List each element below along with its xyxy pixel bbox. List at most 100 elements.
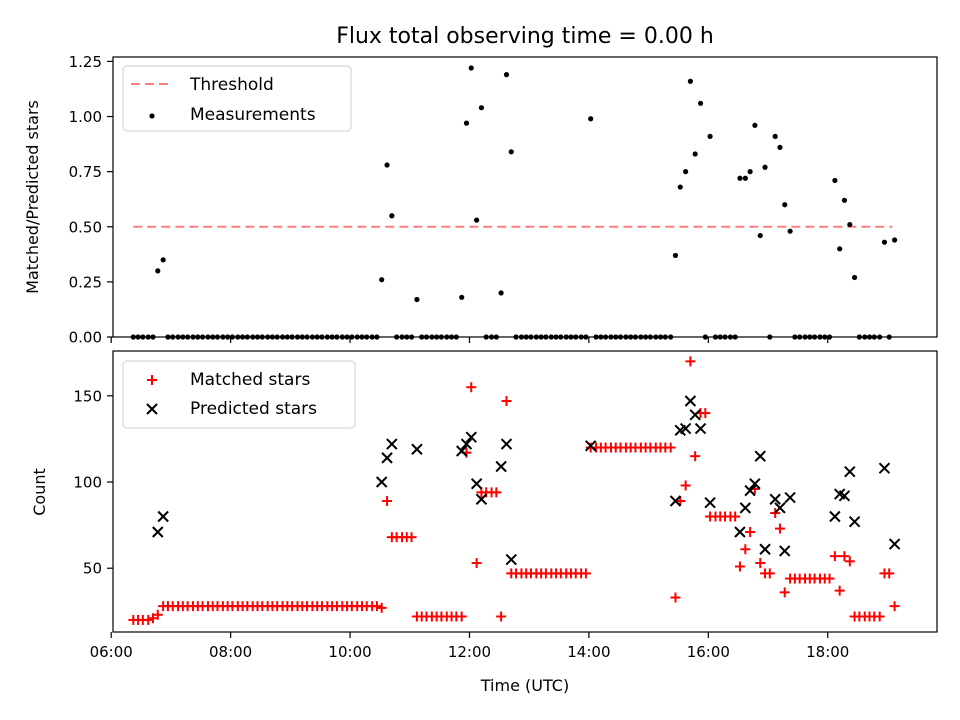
measurement-point: [170, 334, 176, 340]
x-tick-label: 16:00: [687, 643, 730, 661]
matched-star-point: [755, 558, 766, 569]
measurement-point: [657, 334, 664, 340]
measurement-point: [608, 334, 614, 340]
matched-star-point: [700, 408, 711, 419]
measurement-point: [638, 334, 644, 340]
top-plot-area: 0.00 0.25 0.50 0.75 1.00 1.25: [69, 53, 938, 347]
measurement-point: [568, 334, 574, 340]
predicted-mark-b: [381, 452, 393, 464]
measurement-point: [359, 334, 365, 340]
predicted-mark-b: [833, 488, 846, 500]
measurement-point: [294, 334, 301, 340]
measurement-point: [175, 334, 181, 340]
measurement-point: [369, 334, 375, 340]
measurement-point: [717, 334, 723, 340]
measurement-point: [558, 334, 564, 340]
x-tick-label: 10:00: [328, 643, 371, 661]
measurement-point: [429, 334, 435, 340]
measurement-point: [722, 334, 728, 340]
predicted-star-point: [888, 538, 901, 550]
measurement-point: [483, 334, 489, 340]
measurement-point: [498, 290, 504, 296]
measurement-point: [468, 65, 474, 71]
measurement-point: [518, 334, 525, 340]
predicted-star-point: [679, 422, 692, 435]
measurement-point: [394, 334, 400, 340]
x-tick-label: 06:00: [90, 643, 133, 661]
predicted-mark-b: [888, 538, 901, 550]
measurement-point: [140, 334, 146, 340]
y-tick-label: 0.50: [69, 218, 102, 236]
measurement-point: [742, 175, 748, 181]
measurement-point: [274, 334, 280, 340]
measurement-point: [623, 334, 629, 340]
predicted-mark-b: [829, 510, 841, 523]
y-tick-label: 50: [83, 560, 102, 578]
y-tick-label: 1.00: [69, 108, 102, 126]
predicted-star-point: [838, 490, 851, 502]
measurement-point: [404, 334, 410, 340]
x-tick-label: 18:00: [806, 643, 849, 661]
measurement-point: [259, 334, 265, 340]
measurement-point: [185, 334, 191, 340]
measurement-point: [493, 334, 499, 340]
measurement-point: [220, 334, 226, 340]
measurement-point: [553, 334, 559, 340]
measurement-point: [683, 169, 689, 175]
measurement-point: [279, 334, 286, 340]
matched-star-point: [774, 523, 785, 534]
matched-star-point: [456, 611, 467, 622]
predicted-star-point: [694, 422, 707, 435]
measurement-point: [528, 334, 534, 340]
measurement-point: [802, 334, 808, 340]
legend-box: [122, 360, 356, 429]
matched-star-point: [371, 601, 382, 612]
measurement-point: [284, 334, 290, 340]
matched-star-point: [143, 614, 154, 625]
predicted-star-point: [878, 462, 891, 474]
x-tick-label: 12:00: [448, 643, 491, 661]
legend-matched-swatch: [147, 375, 157, 385]
predicted-mark-b: [744, 484, 756, 497]
measurement-point: [304, 334, 310, 340]
predicted-star-point: [157, 510, 169, 523]
measurement-point: [613, 334, 619, 340]
matched-star-point: [491, 487, 502, 498]
predicted-star-point: [744, 484, 756, 497]
measurement-point: [254, 334, 261, 340]
measurement-point: [737, 175, 743, 181]
predicted-star-point: [495, 460, 507, 473]
matched-star-point: [839, 551, 850, 562]
measurement-point: [444, 334, 450, 340]
predicted-mark-b: [679, 422, 692, 435]
measurement-point: [180, 334, 186, 340]
measurement-point: [214, 334, 221, 340]
measurement-point: [653, 334, 659, 340]
measurement-point: [314, 334, 320, 340]
predicted-star-point: [470, 478, 483, 490]
predicted-star-point: [749, 478, 761, 490]
predicted-mark-b: [784, 491, 796, 504]
measurement-point: [135, 334, 141, 340]
measurement-point: [419, 334, 425, 340]
predicted-mark-b: [411, 443, 423, 455]
predicted-star-point: [784, 491, 796, 504]
matched-star-point: [680, 480, 691, 491]
measurement-point: [533, 334, 539, 340]
predicted-mark-b: [505, 553, 517, 566]
measurement-point: [573, 334, 579, 340]
predicted-mark-b: [584, 440, 597, 452]
measurement-point: [349, 334, 355, 340]
predicted-star-point: [584, 440, 597, 452]
measurement-point: [707, 133, 713, 139]
measurement-point: [364, 334, 370, 340]
predicted-star-point: [848, 515, 861, 528]
measurement-point: [856, 334, 862, 340]
predicted-star-point: [375, 476, 388, 488]
measurement-point: [583, 334, 589, 340]
measurement-point: [408, 334, 415, 340]
predicted-star-point: [689, 409, 701, 421]
measurement-point: [423, 334, 430, 340]
predicted-mark-b: [146, 403, 158, 415]
